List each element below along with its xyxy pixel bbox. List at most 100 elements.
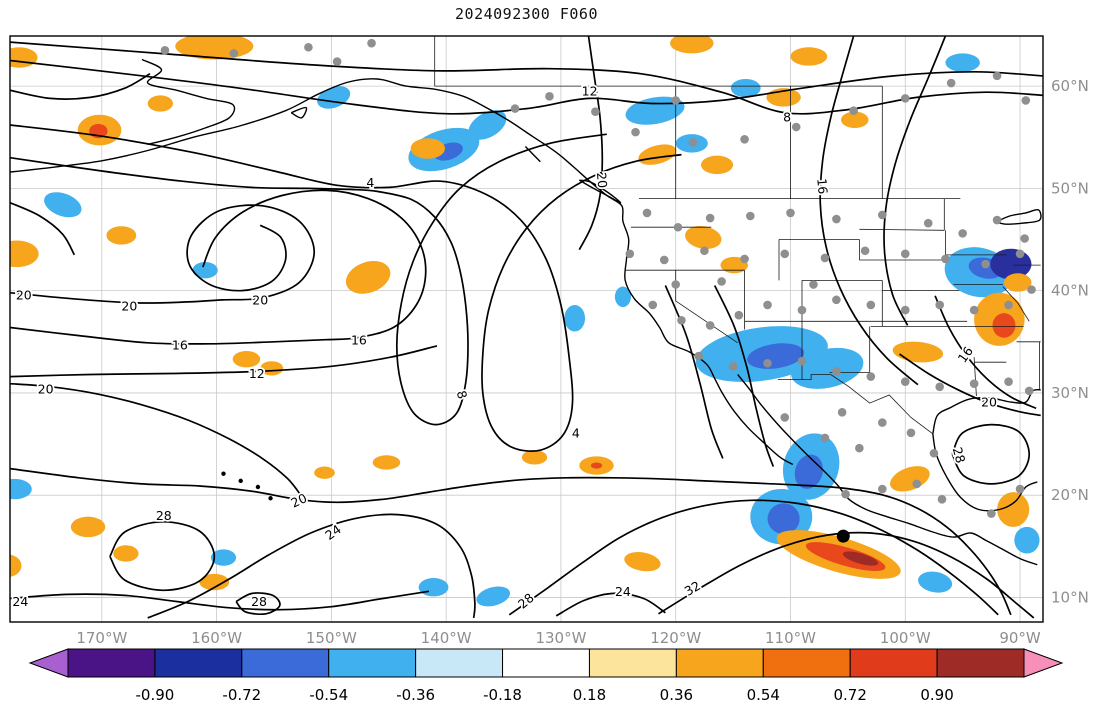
border-line	[973, 357, 977, 397]
contour-label: 24	[12, 594, 28, 609]
colorbar-segment	[849, 648, 938, 678]
station-dot	[832, 367, 841, 376]
contour-line-24	[10, 590, 430, 611]
lon-tick-label: 150°W	[306, 629, 357, 647]
contour-label: 4	[572, 425, 580, 440]
station-dot	[900, 94, 910, 103]
anomaly-patch-positive	[685, 225, 722, 249]
island-dot	[255, 484, 261, 490]
anomaly-patch-negative	[44, 192, 82, 218]
station-dot	[229, 49, 239, 58]
anomaly-patch-negative	[767, 503, 800, 535]
station-dot	[969, 305, 979, 315]
contour-label: 12	[582, 84, 598, 99]
contour-line-16	[934, 295, 1037, 410]
anomaly-patch-positive	[842, 551, 879, 566]
station-dot	[780, 249, 790, 259]
anomaly-patch-negative	[918, 571, 953, 593]
lat-tick-label: 10°N	[1051, 588, 1089, 606]
colorbar-arrow-left	[28, 648, 69, 678]
station-dot	[705, 321, 715, 330]
contour-line-28	[951, 423, 1031, 485]
station-dot	[866, 300, 876, 310]
station-dot	[797, 356, 807, 366]
station-dot	[941, 254, 950, 264]
station-dot	[734, 310, 744, 320]
station-dot	[878, 210, 887, 220]
colorbar-segment	[936, 648, 1025, 678]
station-dot	[791, 122, 801, 132]
lon-tick-label: 90°W	[999, 629, 1041, 647]
anomaly-patch-positive	[892, 341, 944, 363]
station-dot	[700, 246, 709, 256]
contour-label: 16	[172, 337, 188, 352]
station-dot	[969, 379, 979, 389]
border-line	[830, 374, 934, 435]
contour-line-28	[508, 499, 999, 616]
colorbar-segment	[154, 648, 243, 678]
lon-tick-label: 120°W	[650, 629, 701, 647]
station-dot	[906, 428, 916, 438]
storm-position-marker	[836, 529, 850, 543]
station-dot	[332, 57, 342, 66]
station-dot	[797, 305, 807, 315]
border-line	[777, 374, 831, 380]
colorbar: -0.90 -0.72 -0.54 -0.36 -0.18 0.18 0.36 0.54 0.7…	[28, 648, 1064, 704]
station-dot	[677, 316, 686, 325]
station-dot	[923, 218, 933, 228]
contour-line-28	[235, 592, 281, 616]
contour-label: 8	[454, 389, 471, 401]
colorbar-segment	[328, 648, 417, 678]
anomaly-patch-positive	[70, 516, 106, 538]
anomaly-patch-positive	[199, 573, 230, 591]
station-dot	[673, 222, 683, 232]
coastline	[995, 208, 1042, 225]
colorbar-segment	[675, 648, 764, 678]
anomaly-patch-negative	[1014, 526, 1040, 554]
anomaly-patch-negative	[476, 586, 511, 607]
anomaly-patch-negative	[468, 110, 507, 140]
station-dot	[992, 215, 1002, 225]
contour-label: 20	[288, 490, 309, 510]
contour-layer	[10, 36, 1043, 619]
contour-line-8	[10, 133, 607, 426]
island-dot	[268, 496, 273, 501]
contour-label: 12	[249, 366, 265, 381]
station-dot	[510, 104, 520, 113]
contour-label: 24	[615, 584, 631, 599]
coastline	[578, 179, 622, 204]
station-dot	[866, 372, 876, 381]
station-dot	[763, 358, 772, 368]
anomaly-patch-positive	[10, 554, 22, 577]
station-dot	[912, 479, 922, 489]
station-dot	[1004, 377, 1013, 386]
border-line	[859, 228, 945, 231]
anomaly-patch-negative	[10, 478, 32, 500]
colorbar-segment	[588, 648, 677, 678]
colorbar-segment	[415, 648, 504, 678]
contour-label-layer: 12 8 4 4 8 12 16 16 20 20 20 20 24 28 28 20 24 24 28 32 16 20…	[11, 82, 999, 613]
anomaly-patch-negative	[418, 578, 449, 597]
station-dot	[728, 362, 738, 371]
lon-tick-label: 100°W	[880, 629, 931, 647]
station-dot	[1015, 484, 1025, 494]
anomaly-patch-positive	[1003, 273, 1032, 292]
station-dot	[832, 295, 841, 305]
station-dot	[837, 408, 847, 417]
contour-line-12	[10, 59, 1043, 115]
lat-tick-label: 40°N	[1051, 282, 1089, 300]
lat-tick-label: 30°N	[1051, 384, 1089, 402]
colorbar-arrow-right	[1023, 648, 1064, 678]
contour-label: 16	[955, 344, 976, 366]
plot-frame	[9, 35, 1044, 623]
colorbar-segment	[762, 648, 851, 678]
station-dot	[929, 448, 939, 458]
contour-line-16	[10, 189, 427, 345]
contour-line-20	[899, 353, 1041, 417]
station-dot	[1024, 386, 1034, 396]
anomaly-patch-positive	[997, 492, 1030, 527]
station-dot	[820, 433, 830, 443]
lon-tick-label: 130°W	[535, 629, 586, 647]
anomaly-patch-positive	[314, 466, 335, 479]
contour-line-28	[109, 520, 216, 592]
